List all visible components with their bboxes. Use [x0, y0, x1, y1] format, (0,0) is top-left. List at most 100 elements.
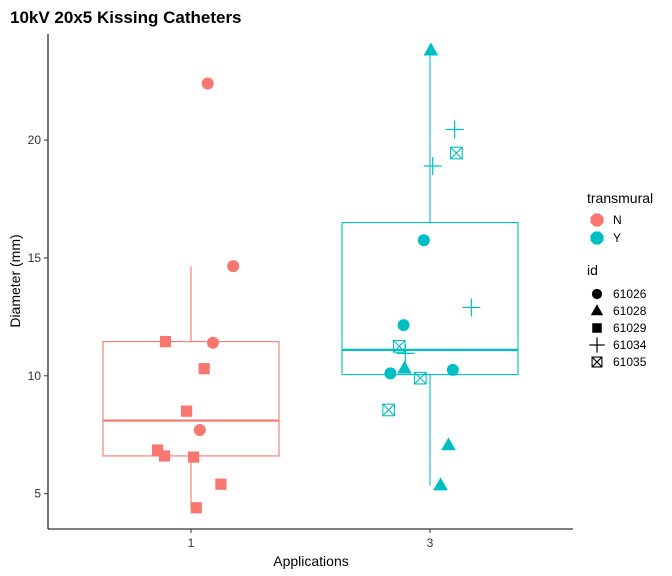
data-point-16-mark: [423, 42, 439, 56]
data-point-26-box: [413, 371, 427, 385]
legend-shape-key-61028: [590, 304, 604, 316]
data-point-18-mark: [441, 437, 456, 451]
legend-shape-item-61028: 61028: [590, 304, 647, 318]
legend-shape-key-61034: [589, 337, 605, 353]
data-point-27-diag2: [382, 403, 395, 417]
data-point-14: [384, 367, 397, 380]
legend: transmural id NY 61026 61028 61029 61034 6103…: [587, 190, 653, 369]
data-point-11: [190, 502, 202, 514]
legend-shape-key-61026-mark: [591, 288, 603, 300]
data-point-9: [188, 451, 200, 463]
chart-title: 10kV 20x5 Kissing Catheters: [10, 8, 242, 27]
legend-shape-key-61026: [591, 288, 603, 300]
data-point-1-mark: [227, 260, 240, 273]
legend-shape-label-61029: 61029: [613, 321, 647, 335]
legend-shape-item-61026: 61026: [591, 287, 647, 301]
legend-shape-label-61026: 61026: [613, 287, 647, 301]
x-axis-label: Applications: [273, 553, 349, 569]
legend-shape-item-61035: 61035: [591, 355, 647, 369]
legend-color-label-Y: Y: [613, 231, 621, 245]
legend-shape-item-61034: 61034: [589, 337, 647, 353]
data-point-2: [207, 336, 219, 349]
legend-shape-key-61035-diag2: [591, 356, 603, 368]
legend-shape-key-61028-mark: [590, 304, 604, 316]
data-point-7-mark: [151, 444, 164, 456]
data-point-15-mark: [446, 363, 459, 376]
legend-color-key-N: [590, 213, 604, 227]
data-point-25: [392, 339, 406, 353]
legend-color-item-N: N: [590, 213, 622, 227]
data-point-3-mark: [193, 424, 206, 436]
y-tick-label-10: 10: [28, 369, 42, 383]
x-tick-label-1: 1: [188, 536, 195, 550]
legend-color-label-N: N: [613, 213, 622, 227]
data-point-8-mark: [159, 450, 171, 462]
data-point-26-diag2: [414, 371, 427, 385]
data-point-25-diag2: [393, 340, 406, 353]
box-3: [341, 50, 519, 486]
legend-color-title: transmural: [587, 190, 653, 206]
legend-shape-key-61029-mark: [592, 323, 602, 333]
data-point-24-diag2: [450, 146, 463, 160]
data-point-24-box: [450, 146, 463, 160]
data-point-27-box: [382, 403, 395, 417]
legend-color-key-Y: [590, 231, 604, 245]
legend-shape-title: id: [587, 262, 598, 278]
legend-shape-label-61035: 61035: [613, 355, 647, 369]
data-point-25-box: [392, 339, 406, 353]
data-point-4-mark: [159, 336, 172, 348]
y-tick-label-5: 5: [34, 487, 41, 501]
y-tick-label-20: 20: [28, 133, 42, 147]
box-3-iqr: [341, 222, 519, 376]
box-1-iqr: [102, 341, 280, 457]
data-point-10: [215, 478, 227, 490]
data-point-5: [198, 363, 210, 375]
legend-shape-label-61034: 61034: [613, 338, 647, 352]
data-point-11-mark: [190, 502, 202, 514]
data-point-3: [193, 424, 206, 436]
data-point-24: [450, 146, 463, 160]
y-tick-label-15: 15: [28, 251, 42, 265]
legend-color-item-Y: Y: [590, 231, 621, 245]
data-point-19-mark: [433, 477, 448, 491]
data-point-12-mark: [417, 234, 430, 247]
data-point-13-mark: [397, 319, 410, 332]
data-point-17: [397, 360, 412, 374]
data-point-1: [227, 260, 240, 273]
data-point-6: [181, 405, 193, 417]
data-point-27: [382, 403, 395, 417]
x-tick-label-3: 3: [427, 536, 434, 550]
data-point-17-mark: [397, 360, 412, 374]
data-point-5-mark: [198, 363, 210, 375]
y-axis-label: Diameter (mm): [7, 234, 23, 327]
data-point-16: [423, 42, 439, 56]
legend-shape-item-61029: 61029: [592, 321, 647, 335]
box-1: [102, 266, 280, 508]
data-point-7: [151, 444, 164, 456]
legend-shape-key-61035: [591, 356, 603, 368]
data-point-22: [462, 298, 481, 317]
legend-shape-key-61035-box: [591, 356, 603, 368]
legend-shape-key-61029: [592, 323, 602, 333]
data-point-0: [201, 77, 214, 90]
data-point-0-mark: [201, 77, 214, 90]
data-point-26: [413, 371, 427, 385]
data-point-9-mark: [188, 451, 200, 463]
data-point-21: [423, 157, 442, 175]
data-point-19: [433, 477, 448, 491]
data-point-10-mark: [215, 478, 227, 490]
data-point-8: [159, 450, 171, 462]
data-point-12: [417, 234, 430, 247]
plot-area: [102, 42, 519, 514]
data-point-20: [445, 120, 464, 139]
data-point-18: [441, 437, 456, 451]
axes: 5 10 15 20 1 3: [28, 133, 434, 550]
data-point-13: [397, 319, 410, 332]
legend-shape-label-61028: 61028: [613, 304, 647, 318]
data-point-15: [446, 363, 459, 376]
data-point-6-mark: [181, 405, 193, 417]
data-point-2-mark: [207, 336, 219, 349]
data-point-4: [159, 336, 172, 348]
data-point-14-mark: [384, 367, 397, 380]
